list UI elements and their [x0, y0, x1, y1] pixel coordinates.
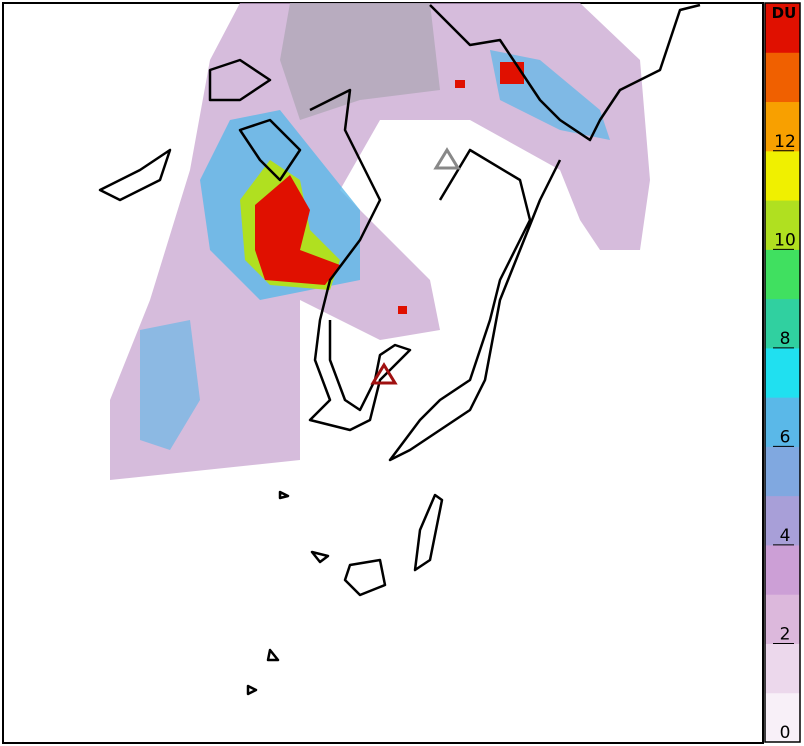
coastline [98, 148, 172, 202]
so2-plume [500, 62, 524, 84]
colorbar-segment [765, 544, 800, 595]
colorbar-segment [765, 643, 800, 694]
colorbar-label: DU [772, 4, 797, 22]
volcano-marker [370, 362, 398, 385]
colorbar-tick-label: 2 [780, 624, 791, 644]
colorbar-segment [765, 347, 800, 398]
colorbar-segment [765, 594, 800, 644]
colorbar-segment [765, 692, 800, 743]
coastline [238, 118, 302, 182]
so2-plume [455, 80, 465, 88]
map [2, 2, 764, 744]
colorbar-segment [765, 101, 800, 152]
coastline [388, 148, 562, 462]
colorbar-segment [765, 249, 800, 300]
coastline [429, 3, 701, 142]
coastline [343, 558, 387, 597]
colorbar-segment [765, 298, 800, 349]
colorbar-segment [765, 446, 800, 497]
colorbar: 0 2 4 6 8 10 12 [764, 2, 801, 743]
colorbar-segment [765, 3, 800, 53]
so2-plume [255, 175, 340, 285]
colorbar-segment [765, 150, 800, 201]
colorbar-tick-label: 0 [780, 723, 791, 743]
colorbar-tick-label: 4 [780, 526, 791, 546]
colorbar-segment [765, 495, 800, 546]
so2-plume [140, 320, 200, 450]
coastline [413, 493, 444, 572]
colorbar-segment [765, 397, 800, 447]
coastline [208, 58, 272, 102]
volcano-marker [433, 147, 461, 170]
colorbar-tick-label: 6 [780, 427, 791, 447]
colorbar-segment [765, 200, 800, 250]
coastline [308, 88, 412, 432]
colorbar-tick-label: 12 [774, 132, 796, 152]
colorbar-tick-label: 10 [774, 230, 796, 250]
so2-plume [398, 306, 407, 314]
colorbar-segment [765, 52, 800, 103]
coastline [246, 490, 330, 696]
so2-plume [280, 3, 440, 120]
colorbar-tick-label: 8 [780, 329, 791, 349]
